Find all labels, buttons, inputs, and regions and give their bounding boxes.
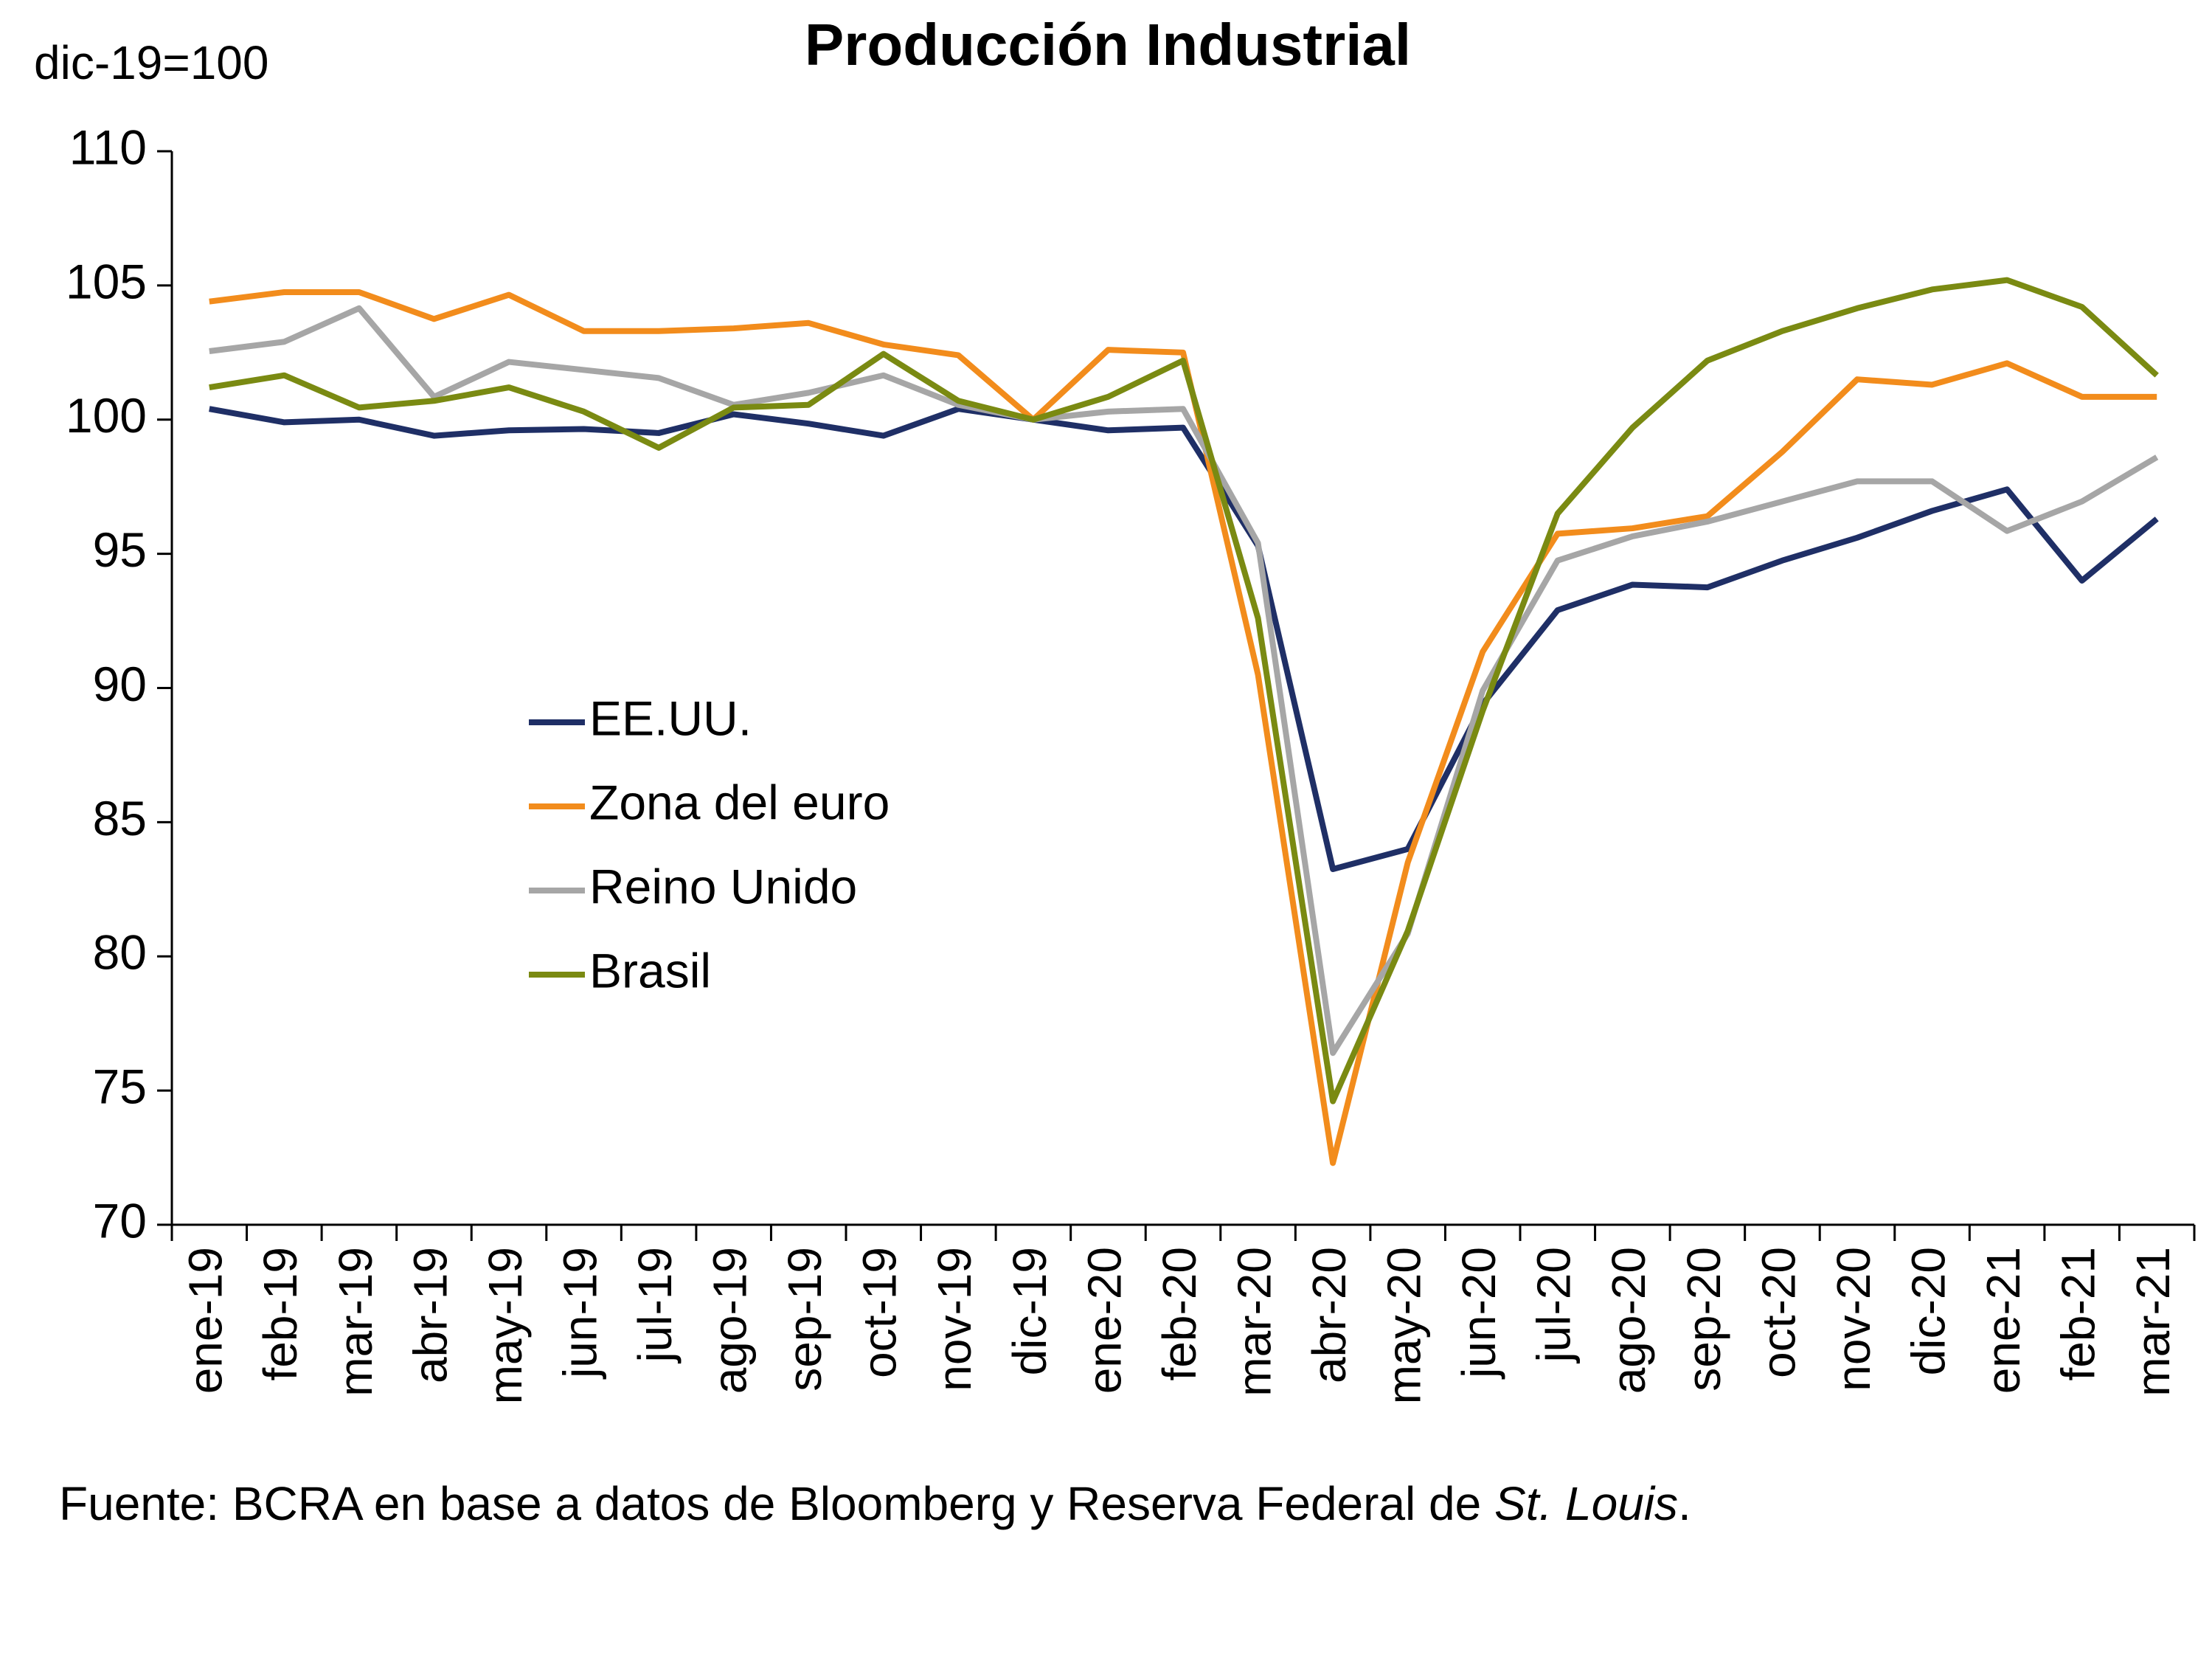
legend-label: Reino Unido bbox=[589, 859, 857, 913]
x-tick-label: may-19 bbox=[479, 1247, 532, 1404]
y-tick-label: 90 bbox=[93, 657, 147, 711]
y-tick-label: 75 bbox=[93, 1059, 147, 1114]
series-line bbox=[209, 288, 2157, 1166]
x-tick-label: mar-20 bbox=[1227, 1247, 1280, 1397]
source-text: Fuente: BCRA en base a datos de Bloomber… bbox=[59, 1477, 1494, 1530]
series-line bbox=[209, 277, 2159, 1104]
x-tick-label: nov-20 bbox=[1827, 1247, 1880, 1391]
x-tick-label: feb-21 bbox=[2052, 1247, 2105, 1380]
x-tick-label: oct-20 bbox=[1752, 1247, 1805, 1378]
x-tick-label: feb-19 bbox=[254, 1247, 307, 1380]
x-tick-label: ago-20 bbox=[1602, 1247, 1655, 1394]
y-tick-label: 95 bbox=[93, 522, 147, 577]
x-tick-label: ene-20 bbox=[1078, 1247, 1131, 1394]
x-tick-label: jul-20 bbox=[1528, 1247, 1581, 1364]
x-tick-label: dic-20 bbox=[1901, 1247, 1955, 1375]
x-tick-label: mar-19 bbox=[329, 1247, 382, 1397]
legend-label: Zona del euro bbox=[589, 775, 890, 829]
x-tick-label: jun-20 bbox=[1452, 1247, 1505, 1380]
x-tick-label: mar-21 bbox=[2126, 1247, 2180, 1397]
legend-label: Brasil bbox=[589, 943, 711, 998]
chart-title: Producción Industrial bbox=[805, 12, 1411, 77]
x-tick-label: oct-19 bbox=[853, 1247, 906, 1378]
x-tick-label: nov-19 bbox=[928, 1247, 981, 1391]
y-tick-label: 85 bbox=[93, 791, 147, 846]
source-end: . bbox=[1678, 1477, 1691, 1530]
x-tick-label: abr-19 bbox=[403, 1247, 457, 1383]
y-tick-label: 80 bbox=[93, 925, 147, 980]
x-tick-label: sep-20 bbox=[1677, 1247, 1730, 1391]
x-tick-label: feb-20 bbox=[1153, 1247, 1206, 1380]
source: Fuente: BCRA en base a datos de Bloomber… bbox=[59, 1477, 1691, 1530]
x-tick-label: jul-19 bbox=[628, 1247, 682, 1364]
x-tick-label: dic-19 bbox=[1003, 1247, 1056, 1375]
x-tick-label: abr-20 bbox=[1303, 1247, 1356, 1383]
x-tick-label: ago-19 bbox=[704, 1247, 757, 1394]
y-axis-label: dic-19=100 bbox=[34, 36, 268, 89]
x-tick-label: may-20 bbox=[1378, 1247, 1431, 1404]
x-tick-label: sep-19 bbox=[778, 1247, 831, 1391]
x-tick-label: jun-19 bbox=[553, 1247, 606, 1380]
y-tick-label: 100 bbox=[66, 388, 147, 443]
source-italic: St. Louis bbox=[1494, 1477, 1678, 1530]
y-tick-label: 110 bbox=[69, 120, 147, 174]
y-tick-label: 105 bbox=[66, 254, 147, 308]
series-line bbox=[209, 305, 2159, 1057]
x-tick-label: ene-19 bbox=[179, 1247, 232, 1394]
y-tick-label: 70 bbox=[93, 1193, 147, 1248]
x-tick-label: ene-21 bbox=[1977, 1247, 2030, 1394]
series-line bbox=[209, 406, 2159, 873]
legend-label: EE.UU. bbox=[589, 691, 752, 745]
